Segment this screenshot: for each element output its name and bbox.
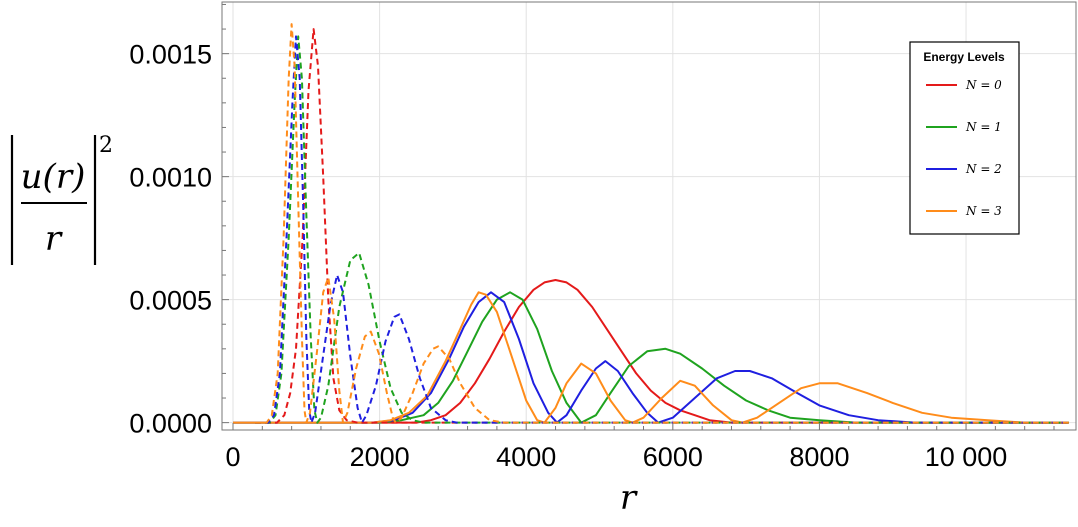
series-line-dashed-7	[255, 23, 1069, 424]
y-label-exponent: 2	[99, 133, 113, 158]
x-tick-label: 4000	[496, 442, 556, 472]
series-layer	[233, 23, 1069, 424]
series-line-dashed-4	[255, 28, 1069, 424]
y-tick-label: 0.0015	[129, 40, 212, 70]
legend-box	[909, 41, 1020, 235]
legend-label-n2: N = 2	[965, 162, 1002, 176]
x-tick-label: 2000	[350, 442, 410, 472]
series-line-solid-3	[233, 291, 1069, 424]
series-line-solid-2	[233, 291, 1069, 424]
x-tick-label: 8000	[789, 442, 849, 472]
series-line-dashed-6	[255, 35, 1069, 424]
y-tick-label: 0.0010	[129, 163, 212, 193]
series-line-solid-1	[233, 291, 1069, 424]
y-tick-label: 0.0005	[129, 286, 212, 316]
legend-label-n0: N = 0	[965, 78, 1002, 92]
y-tick-labels: 0.0000 0.0005 0.0010 0.0015	[129, 40, 212, 439]
legend: Energy Levels N = 0 N = 1 N = 2 N = 3	[909, 41, 1020, 235]
axis-ticks	[222, 3, 1055, 430]
legend-title: Energy Levels	[923, 50, 1005, 64]
y-axis-label: u(r) r 2	[10, 133, 113, 265]
legend-label-n1: N = 1	[965, 120, 1002, 134]
x-tick-labels: 0 2000 4000 6000 8000 10 000	[225, 442, 1007, 472]
y-label-numerator: u(r)	[21, 157, 86, 197]
plot-frame	[221, 1, 1077, 431]
y-label-denominator: r	[45, 219, 63, 259]
legend-label-n3: N = 3	[965, 204, 1002, 218]
x-tick-label: 0	[225, 442, 240, 472]
x-tick-label: 10 000	[925, 442, 1008, 472]
x-tick-label: 6000	[643, 442, 703, 472]
y-tick-label: 0.0000	[129, 409, 212, 439]
x-axis-label: r	[620, 478, 638, 518]
series-line-dashed-5	[255, 35, 1069, 424]
